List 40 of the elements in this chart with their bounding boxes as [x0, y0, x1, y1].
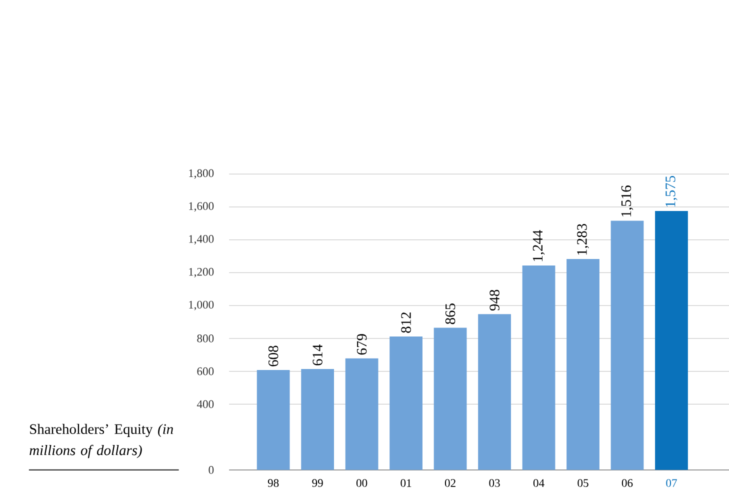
data-label: 865: [445, 304, 456, 324]
data-label: 812: [401, 312, 411, 333]
bar: [522, 265, 556, 470]
data-label: 608: [268, 346, 278, 366]
y-tick-label: 400: [196, 400, 214, 408]
data-label: 1,244: [532, 230, 545, 262]
x-tick-label: 06: [622, 479, 633, 487]
data-label: 1,516: [621, 186, 634, 216]
bar: [434, 328, 467, 470]
y-tick-label: 1,800: [189, 169, 214, 179]
x-tick-label: 07: [666, 479, 677, 487]
y-tick-label: 0: [208, 466, 214, 474]
bar: [256, 370, 290, 470]
y-tick-label: 600: [197, 367, 214, 376]
x-tick-label: 01: [400, 479, 412, 487]
bar: [478, 314, 511, 470]
x-tick-label: 03: [489, 479, 500, 487]
data-label: 1,575: [666, 176, 678, 207]
y-tick-label: 1,600: [189, 202, 214, 212]
y-tick-label: 1,200: [189, 268, 214, 278]
text: Shareholders’ Equity (in millions of dollars): [30, 424, 173, 458]
data-label: 679: [356, 334, 367, 355]
bar: [566, 259, 600, 470]
y-tick-label: 1,400: [189, 235, 214, 245]
bar: [345, 358, 378, 470]
y-tick-label: 800: [197, 334, 214, 342]
x-tick-label: 98: [268, 479, 279, 487]
bar: [390, 336, 422, 470]
x-tick-label: 00: [356, 479, 368, 487]
x-tick-label: 04: [533, 479, 544, 487]
x-tick-label: 02: [444, 479, 456, 487]
x-tick-label: 99: [312, 479, 323, 487]
bar: [301, 369, 334, 470]
bar: [610, 220, 644, 470]
data-label: 1,283: [577, 224, 589, 255]
y-tick-label: 1,000: [189, 300, 214, 310]
x-tick-label: 05: [578, 479, 588, 487]
data-label: 614: [312, 344, 322, 366]
data-label: 948: [490, 290, 500, 311]
bar: [655, 211, 688, 470]
